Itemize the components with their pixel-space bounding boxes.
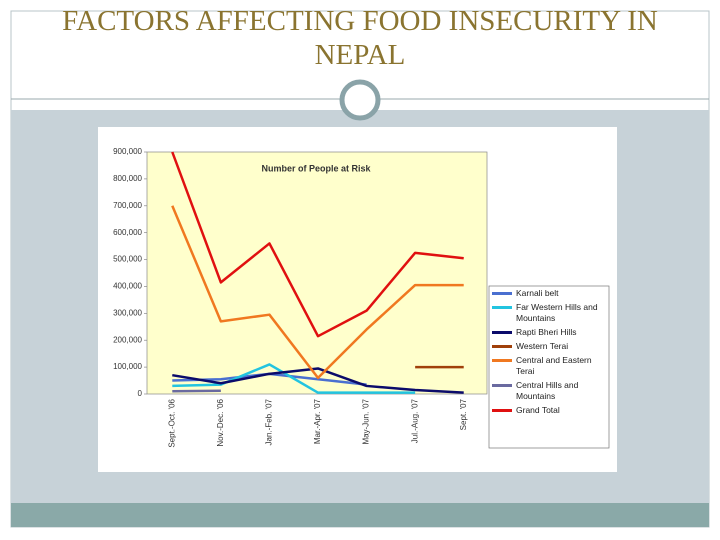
legend-swatch	[492, 384, 512, 387]
series-line	[172, 367, 464, 394]
legend-label: Rapti Bheri Hills	[516, 327, 577, 337]
legend-swatch	[492, 345, 512, 348]
legend-label: Central and Eastern Terai	[516, 355, 592, 376]
y-tick-label: 700,000	[113, 201, 142, 210]
legend-entry: Western Terai	[492, 341, 608, 352]
legend-label: Western Terai	[516, 341, 569, 351]
plot-area	[146, 151, 488, 395]
legend-box	[488, 285, 610, 449]
series-line	[171, 151, 464, 338]
legend-entry: Central and Eastern Terai	[492, 355, 608, 377]
legend-entry: Far Western Hills and Mountains	[492, 302, 608, 324]
x-tick-label: May-Jun. '07	[362, 398, 371, 444]
y-tick-label: 300,000	[113, 308, 142, 317]
legend-entry: Karnali belt	[492, 288, 608, 299]
legend: Karnali belt Far Western Hills and Mounta…	[492, 288, 608, 416]
chart-title: Number of People at Risk	[261, 163, 371, 173]
y-tick-label: 400,000	[113, 282, 142, 291]
legend-swatch	[492, 359, 512, 362]
series-line	[171, 205, 464, 380]
legend-label: Karnali belt	[516, 288, 559, 298]
legend-entry: Central Hills and Mountains	[492, 380, 608, 402]
legend-label: Grand Total	[516, 405, 560, 415]
x-tick-label: Sept. '07	[459, 398, 468, 430]
series-line	[172, 363, 416, 394]
x-tick-label: Nov.-Dec. '06	[216, 398, 225, 446]
x-tick-label: Mar.-Apr. '07	[313, 398, 322, 444]
y-tick-label: 100,000	[113, 362, 142, 371]
legend-entry: Grand Total	[492, 405, 608, 416]
legend-swatch	[492, 292, 512, 295]
legend-swatch	[492, 331, 512, 334]
footer-band	[11, 503, 709, 527]
x-tick-label: Sept.-Oct. '06	[167, 398, 176, 447]
divider-ornament	[339, 79, 381, 121]
y-tick-label: 500,000	[113, 255, 142, 264]
y-tick-label: 200,000	[113, 335, 142, 344]
legend-swatch	[492, 306, 512, 309]
legend-label: Central Hills and Mountains	[516, 380, 579, 401]
y-tick-label: 0	[138, 389, 143, 398]
x-tick-label: Jul.-Aug. '07	[410, 398, 419, 443]
series-line	[172, 389, 221, 393]
y-tick-label: 800,000	[113, 174, 142, 183]
x-tick-label: Jan.-Feb. '07	[265, 398, 274, 445]
legend-entry: Rapti Bheri Hills	[492, 327, 608, 338]
legend-label: Far Western Hills and Mountains	[516, 302, 598, 323]
slide-title: FACTORS AFFECTING FOOD INSECURITY IN NEP…	[62, 5, 658, 71]
y-tick-label: 600,000	[113, 228, 142, 237]
legend-swatch	[492, 409, 512, 412]
y-tick-label: 900,000	[113, 147, 142, 156]
